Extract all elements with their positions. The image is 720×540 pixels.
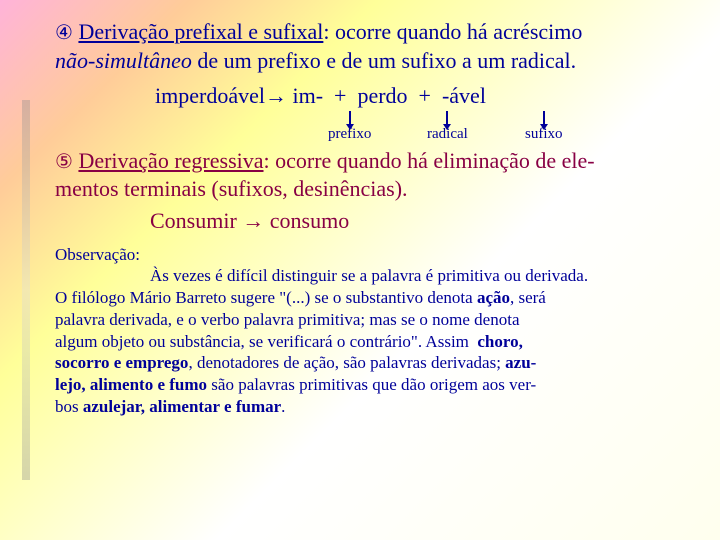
obs-line5b: , denotadores de ação, são palavras deri…: [188, 353, 505, 372]
bullet-4: ④: [55, 22, 73, 44]
section-prefixal-sufixal: ④ Derivação prefixal e sufixal: ocorre q…: [55, 18, 680, 75]
section1-italic: não-simultâneo: [55, 48, 192, 73]
obs-line7b: .: [281, 397, 285, 416]
section2-title: Derivação regressiva: [78, 148, 263, 173]
section1-body2: de um prefixo e de um sufixo a um radica…: [192, 48, 576, 73]
ex2-w1: Consumir: [150, 208, 237, 233]
obs-line6a: lejo, alimento e fumo: [55, 375, 207, 394]
obs-line6b: são palavras primitivas que dão origem a…: [207, 375, 536, 394]
obs-bold2: choro,: [477, 332, 523, 351]
obs-line4: algum objeto ou substância, se verificar…: [55, 332, 473, 351]
label-prefixo: prefixo: [328, 111, 371, 143]
section2-body2: mentos terminais (sufixos, desinências).: [55, 176, 408, 201]
arrow-down-icon: [349, 111, 351, 125]
obs-bold3: azu-: [505, 353, 536, 372]
decorative-sidebar: [22, 100, 30, 480]
observation-block: Observação: Às vezes é difícil distingui…: [55, 244, 680, 418]
obs-bold1: ação: [477, 288, 510, 307]
bullet-5: ⑤: [55, 151, 73, 173]
part-prefix: im-: [292, 83, 323, 108]
obs-line2a: O filólogo Mário Barreto sugere "(...) s…: [55, 288, 477, 307]
arrow-down-icon: [543, 111, 545, 125]
arrow-down-icon: [446, 111, 448, 125]
obs-line7a: bos: [55, 397, 83, 416]
example-word: imperdoável: [155, 83, 265, 108]
obs-line1: Às vezes é difícil distinguir se a palav…: [150, 266, 588, 285]
obs-bold4: azulejar, alimentar e fumar: [83, 397, 281, 416]
part-radical: perdo: [357, 83, 407, 108]
obs-title: Observação:: [55, 245, 140, 264]
arrow-icon: →: [265, 83, 287, 108]
part-suffix: -ável: [442, 83, 486, 108]
plus-2: +: [419, 83, 431, 108]
section2-body: : ocorre quando há eliminação de ele-: [264, 148, 595, 173]
section-regressiva: ⑤ Derivação regressiva: ocorre quando há…: [55, 147, 680, 204]
label-sufixo: sufixo: [525, 111, 563, 143]
section1-body: : ocorre quando há acréscimo: [323, 19, 582, 44]
arrow-icon: →: [242, 208, 264, 233]
label-radical: radical: [427, 111, 468, 143]
example-imperdoavel: imperdoável→ im- + perdo + -ável: [155, 83, 680, 109]
obs-line3: palavra derivada, e o verbo palavra prim…: [55, 310, 520, 329]
obs-line5a: socorro e emprego: [55, 353, 188, 372]
morpheme-labels: prefixo radical sufixo: [55, 111, 680, 137]
section1-title: Derivação prefixal e sufixal: [78, 19, 323, 44]
example-consumir: Consumir → consumo: [150, 208, 680, 234]
obs-line2b: , será: [510, 288, 546, 307]
ex2-w2: consumo: [270, 208, 349, 233]
plus-1: +: [334, 83, 346, 108]
